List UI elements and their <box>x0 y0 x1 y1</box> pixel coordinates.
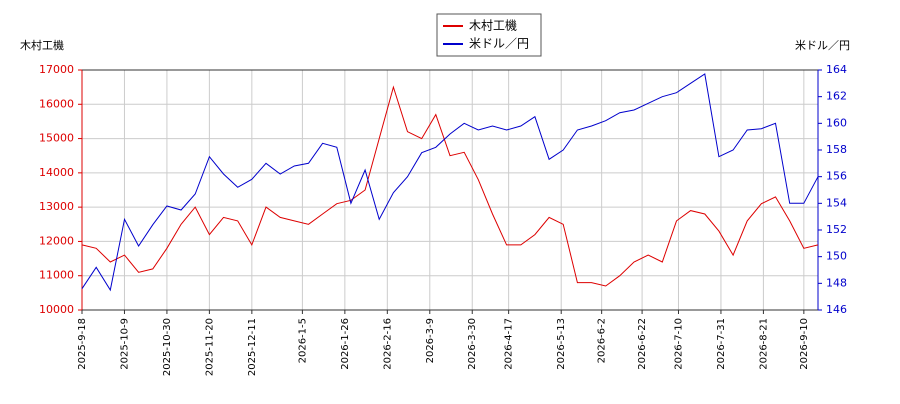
x-tick-label: 2026-9-10 <box>799 318 810 370</box>
y2-tick-label: 148 <box>826 276 847 289</box>
y2-tick-label: 162 <box>826 90 847 103</box>
x-tick-label: 2026-1-5 <box>297 318 308 363</box>
y-axis-title: 木村工機 <box>20 38 64 52</box>
y-tick-label: 13000 <box>39 200 74 213</box>
series-line <box>81 85 819 287</box>
x-tick-label: 2025-12-11 <box>247 318 258 376</box>
y-tick-label: 11000 <box>39 269 74 282</box>
x-tick-label: 2025-11-20 <box>204 318 215 376</box>
y-tick-label: 10000 <box>39 303 74 316</box>
y-tick-label: 17000 <box>39 63 74 76</box>
x-tick-label: 2026-4-17 <box>504 318 515 370</box>
x-tick-label: 2026-7-31 <box>716 318 727 370</box>
legend-box <box>436 13 542 57</box>
series-line <box>81 73 819 292</box>
x-tick-label: 2026-5-13 <box>556 318 567 370</box>
y-tick-label: 15000 <box>39 132 74 145</box>
y2-tick-label: 158 <box>826 143 847 156</box>
x-tick-label: 2026-8-21 <box>758 318 769 370</box>
y-tick-label: 12000 <box>39 234 74 247</box>
x-tick-label: 2026-6-2 <box>597 318 608 363</box>
x-tick-label: 2026-3-9 <box>425 318 436 363</box>
x-tick-label: 2026-7-10 <box>673 318 684 370</box>
y2-tick-label: 156 <box>826 170 847 183</box>
x-tick-label: 2026-6-22 <box>637 318 648 370</box>
y-tick-label: 16000 <box>39 97 74 110</box>
x-tick-label: 2025-9-18 <box>77 318 88 370</box>
legend-label: 木村工機 <box>469 18 517 33</box>
x-tick-label: 2026-1-26 <box>340 318 351 370</box>
y2-tick-label: 154 <box>826 196 847 209</box>
y2-tick-label: 160 <box>826 116 847 129</box>
x-tick-label: 2026-3-30 <box>467 318 478 370</box>
y-tick-label: 14000 <box>39 166 74 179</box>
legend-label: 米ドル／円 <box>469 37 529 51</box>
y2-tick-label: 150 <box>826 250 847 263</box>
y2-tick-label: 146 <box>826 303 847 316</box>
x-tick-label: 2025-10-30 <box>162 318 173 376</box>
x-tick-label: 2026-2-16 <box>382 318 393 370</box>
x-tick-label: 2025-10-9 <box>119 318 130 370</box>
y2-axis-title: 米ドル／円 <box>795 39 850 52</box>
y2-tick-label: 152 <box>826 223 847 236</box>
y2-tick-label: 164 <box>826 63 847 76</box>
